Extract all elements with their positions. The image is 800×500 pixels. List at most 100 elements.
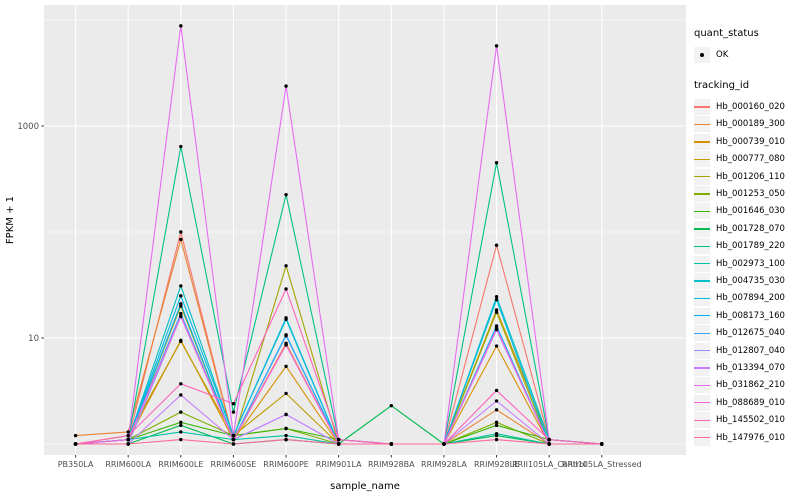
data-point [179,294,183,298]
legend-key-box [694,186,710,203]
series-line-swatch [694,367,710,369]
legend-item-Hb_145502_010: Hb_145502_010 [694,411,798,429]
legend-label: Hb_088689_010 [716,397,785,408]
data-point [179,423,183,428]
data-point [284,264,288,268]
data-point [336,442,341,446]
data-point [494,161,499,165]
legend-tracking-entries: Hb_000160_020 Hb_000189_300 Hb_000739_010 H… [694,98,798,446]
legend-item-Hb_002973_100: Hb_002973_100 [694,255,798,272]
data-point [179,382,183,386]
data-point [231,437,236,442]
series-line-swatch [694,123,710,126]
data-point [284,287,288,291]
data-point [179,420,183,425]
legend-item-Hb_000160_020: Hb_000160_020 [694,98,798,116]
data-point [494,388,499,393]
legend-label: Hb_145502_010 [716,415,785,426]
legend-key-box [694,307,710,324]
series-line-swatch [694,141,710,143]
data-point [179,437,183,442]
legend-key-box [694,116,710,133]
x-tick-label: RRIM928LA [421,460,467,469]
legend-label: Hb_147976_010 [716,432,785,443]
data-point [336,437,341,442]
legend-key-box [694,272,710,289]
legend-item-Hb_000189_300: Hb_000189_300 [694,116,798,133]
data-point [231,433,236,438]
x-axis-title: sample_name [330,481,400,492]
series-line-swatch [694,315,710,317]
data-point [494,408,499,412]
x-tick-label: RRIM600SE [211,460,257,469]
data-point [231,442,236,446]
legend-key-box [694,394,710,411]
legend-item-Hb_013394_070: Hb_013394_070 [694,359,798,376]
data-point [284,437,288,442]
data-point [179,339,183,344]
data-point [494,327,499,331]
legend-key-box [694,168,710,185]
legend-item-quant-status-ok: OK [694,46,798,63]
legend-item-Hb_001646_030: Hb_001646_030 [694,203,798,220]
series-line-swatch [694,158,710,160]
data-point [231,401,236,406]
data-point [284,192,288,197]
series-line-swatch [694,402,710,404]
legend-item-Hb_147976_010: Hb_147976_010 [694,429,798,446]
legend-item-Hb_031862_210: Hb_031862_210 [694,377,798,394]
legend-label: Hb_012807_040 [716,345,785,356]
legend-label: Hb_004735_030 [716,275,785,286]
legend-item-Hb_001253_050: Hb_001253_050 [694,185,798,203]
data-point [284,343,288,347]
data-point [179,144,183,149]
legend-label: Hb_001206_110 [716,171,785,182]
series-line-swatch [694,419,710,421]
series-line-swatch [694,176,710,178]
data-point [126,442,130,446]
data-point [179,311,183,316]
series-line-swatch [694,228,710,230]
x-tick-label: RRIM600PE [263,460,309,469]
legend-label: Hb_002973_100 [716,258,785,269]
data-point [494,423,499,428]
data-point [179,230,183,234]
data-point [73,433,78,438]
legend-label: Hb_013394_070 [716,362,785,373]
data-point [494,399,499,403]
legend-label: Hb_001728_070 [716,223,785,234]
legend: quant_status OK tracking_id Hb_000160_02… [694,28,798,446]
legend-item-Hb_000739_010: Hb_000739_010 [694,133,798,150]
data-point [494,297,499,302]
legend-label: Hb_031862_210 [716,380,785,391]
data-point [179,430,183,434]
legend-key-box [694,220,710,237]
series-line-swatch [694,245,710,247]
series-line-swatch [694,332,710,334]
series-line-swatch [694,436,710,439]
series-line-swatch [694,280,710,282]
legend-label: Hb_000739_010 [716,136,785,147]
legend-label-ok: OK [716,49,729,60]
legend-key-box [694,46,710,63]
legend-item-Hb_001789_220: Hb_001789_220 [694,238,798,255]
data-point [494,437,499,442]
legend-key-box [694,377,710,394]
y-axis-title: FPKM + 1 [5,196,16,245]
y-tick-label: 10 [28,334,39,344]
series-line-swatch [694,349,710,352]
legend-key-box [694,290,710,307]
data-point [494,420,499,425]
legend-item-Hb_001728_070: Hb_001728_070 [694,220,798,237]
x-tick-label: RRIM600LE [158,460,203,469]
x-tick-label: RRIM928LE [474,460,519,469]
data-point [494,344,499,348]
data-point [284,84,288,88]
x-tick-label: RRIM928BA [368,460,415,469]
x-tick-label: PB350LA [58,460,94,469]
data-point [73,442,78,446]
data-point [547,437,551,442]
legend-key-box [694,133,710,150]
